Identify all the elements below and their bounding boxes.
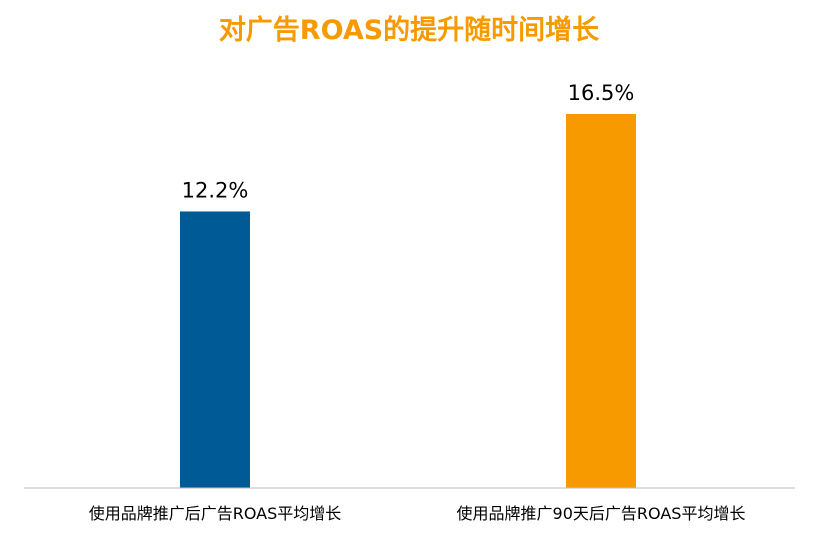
category-labels: 使用品牌推广后广告ROAS平均增长 使用品牌推广90天后广告ROAS平均增长: [89, 504, 746, 523]
bars-group: 12.2% 16.5%: [180, 81, 636, 488]
chart-title: 对广告ROAS的提升随时间增长: [219, 14, 600, 46]
category-label-2: 使用品牌推广90天后广告ROAS平均增长: [457, 504, 746, 523]
bar-2: [566, 114, 636, 488]
data-label-2: 16.5%: [568, 81, 635, 105]
bar-1: [180, 211, 250, 488]
data-label-1: 12.2%: [182, 178, 249, 202]
category-label-1: 使用品牌推广后广告ROAS平均增长: [89, 504, 342, 523]
